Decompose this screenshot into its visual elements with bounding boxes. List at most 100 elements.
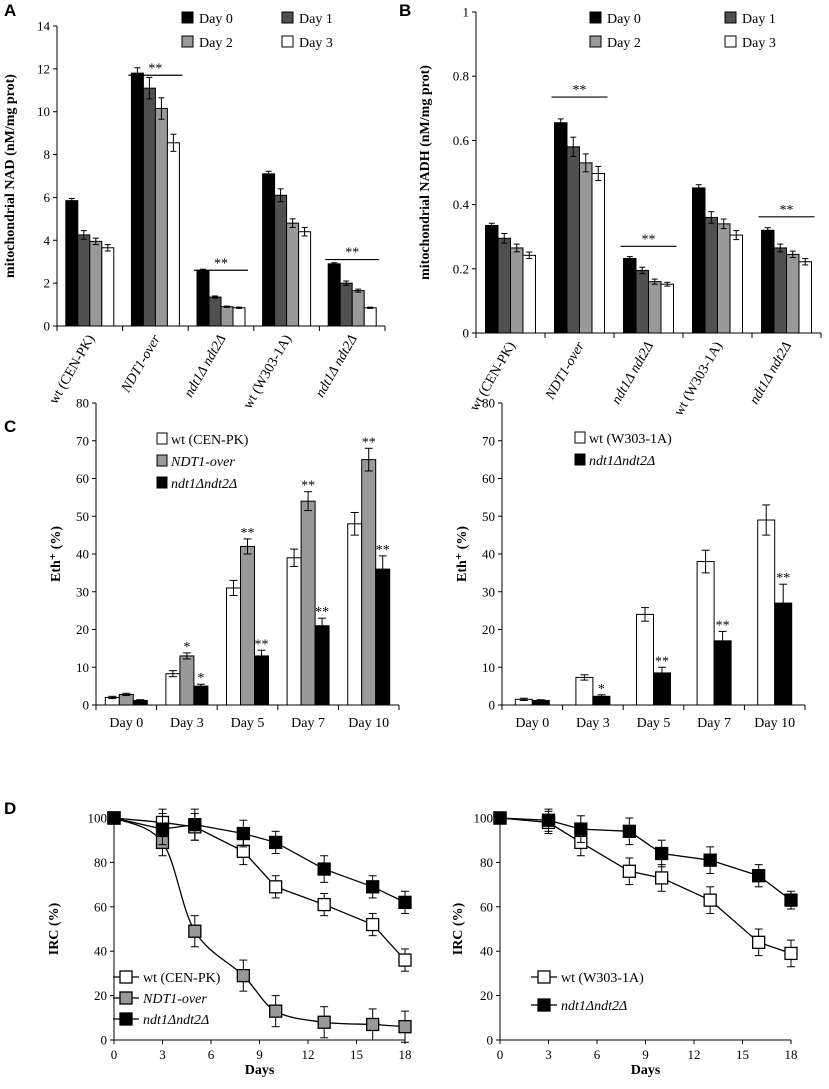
legend-label: Day 2 — [199, 36, 233, 51]
bar — [636, 613, 654, 706]
data-point — [622, 824, 636, 838]
chart-b-nadh: 0 0.2 0.4 0.6 0.8 1 mitochondrial NADH (nM/mg … — [418, 5, 822, 419]
data-point — [269, 835, 283, 850]
chart-a-y-tick-label: 6 — [44, 190, 51, 205]
data-point — [188, 818, 202, 832]
category-label: ndt1Δ ndt2Δ — [747, 340, 795, 408]
bar — [798, 261, 812, 334]
legend-label: Day 2 — [607, 36, 641, 51]
chart-b-y-tick-label: 1 — [463, 5, 470, 20]
legend-label: wt (W303-1A) — [561, 971, 644, 986]
bar — [497, 237, 511, 334]
data-point — [269, 880, 283, 894]
data-point — [752, 935, 766, 949]
significance-stars: * — [598, 682, 605, 697]
bar — [361, 459, 377, 706]
data-point — [655, 846, 669, 861]
chart-a-nad: 0 2 4 6 8 10 12 14 mitochondrial NAD (nM/mg prot… — [3, 11, 386, 412]
bar — [220, 306, 234, 327]
chart-d2-y-tick-label: 0 — [487, 1033, 494, 1048]
bar — [554, 122, 568, 334]
legend-swatch — [589, 11, 602, 24]
legend-marker — [119, 991, 133, 1005]
legend-label: Day 3 — [742, 36, 776, 51]
data-point — [703, 853, 717, 867]
bar — [179, 655, 195, 706]
data-point — [398, 1020, 412, 1034]
category-label: Day 3 — [170, 716, 204, 731]
data-point — [655, 871, 669, 885]
x-tick-label: 15 — [350, 1047, 363, 1062]
data-point — [317, 862, 331, 876]
legend-swatch — [574, 453, 586, 466]
chart-a-y-axis-title: mitochondrial NAD (nM/mg prot) — [3, 74, 18, 278]
bar — [89, 240, 103, 327]
data-point — [398, 895, 412, 910]
chart-c1-y-tick-label: 10 — [76, 660, 89, 675]
data-point — [155, 822, 170, 836]
significance-stars: ** — [655, 654, 669, 669]
category-label: Day 7 — [291, 716, 325, 731]
significance-stars: ** — [255, 637, 269, 652]
bar — [485, 224, 499, 334]
chart-c1-y-tick-label: 0 — [83, 698, 90, 713]
data-point — [398, 953, 412, 967]
bar — [130, 72, 144, 327]
bar — [786, 253, 800, 334]
panel-label-a: A — [4, 1, 16, 20]
significance-stars: ** — [573, 83, 587, 98]
panel-label-c: C — [4, 417, 16, 436]
category-label: ndt1Δ ndt2Δ — [313, 333, 361, 401]
category-label: wt (W303-1A) — [672, 339, 727, 419]
data-point — [317, 1015, 331, 1029]
data-point — [493, 811, 507, 825]
chart-a-y-tick-label: 4 — [44, 233, 51, 248]
legend-marker — [537, 998, 551, 1012]
x-tick-label: 9 — [642, 1047, 649, 1062]
data-point — [784, 893, 798, 907]
bar — [298, 231, 312, 327]
significance-stars: ** — [776, 571, 790, 586]
legend-swatch — [574, 431, 586, 444]
legend-label: ndt1Δndt2Δ — [171, 477, 237, 492]
category-label: Day 5 — [231, 716, 265, 731]
chart-a-y-tick-label: 14 — [37, 19, 51, 34]
panel-label-b: B — [399, 1, 411, 20]
legend-label: wt (W303-1A) — [589, 432, 672, 447]
chart-c1-y-tick-label: 70 — [76, 433, 89, 448]
legend-label: Day 0 — [199, 12, 233, 27]
series-line — [499, 817, 792, 901]
legend-swatch — [181, 11, 194, 24]
bar — [347, 523, 363, 706]
chart-d1-y-axis-title: IRC (%) — [47, 902, 62, 955]
significance-stars: ** — [345, 246, 359, 261]
x-tick-label: 12 — [688, 1047, 701, 1062]
bar — [717, 223, 731, 334]
category-label: Day 7 — [697, 716, 731, 731]
data-point — [366, 1017, 380, 1032]
bar — [154, 108, 168, 327]
legend-swatch — [156, 454, 168, 467]
chart-c2-y-tick-label: 70 — [482, 433, 495, 448]
x-tick-label: 12 — [302, 1047, 315, 1062]
x-tick-label: 18 — [399, 1047, 412, 1062]
bar — [660, 283, 674, 334]
x-axis-title: Days — [245, 1063, 275, 1078]
significance-stars: ** — [301, 479, 315, 494]
chart-c2-y-tick-label: 40 — [482, 547, 495, 562]
chart-d2-y-tick-label: 100 — [474, 811, 494, 826]
bar — [692, 187, 706, 334]
bar — [240, 545, 255, 706]
bar — [193, 685, 209, 706]
chart-c2-y-tick-label: 30 — [482, 584, 495, 599]
bar — [757, 519, 776, 706]
bar — [166, 142, 180, 327]
category-label: Day 0 — [109, 716, 143, 731]
data-point — [703, 893, 717, 907]
chart-c1-y-tick-label: 80 — [76, 396, 89, 411]
chart-b-y-tick-label: 0.8 — [453, 69, 469, 84]
chart-c2-y-tick-label: 60 — [482, 471, 495, 486]
chart-d2-y-tick-label: 20 — [480, 988, 493, 1003]
legend-swatch — [281, 35, 294, 48]
